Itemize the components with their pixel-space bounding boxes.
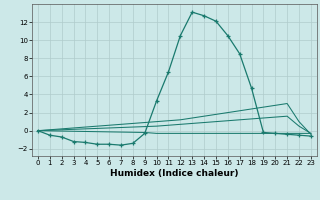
- X-axis label: Humidex (Indice chaleur): Humidex (Indice chaleur): [110, 169, 239, 178]
